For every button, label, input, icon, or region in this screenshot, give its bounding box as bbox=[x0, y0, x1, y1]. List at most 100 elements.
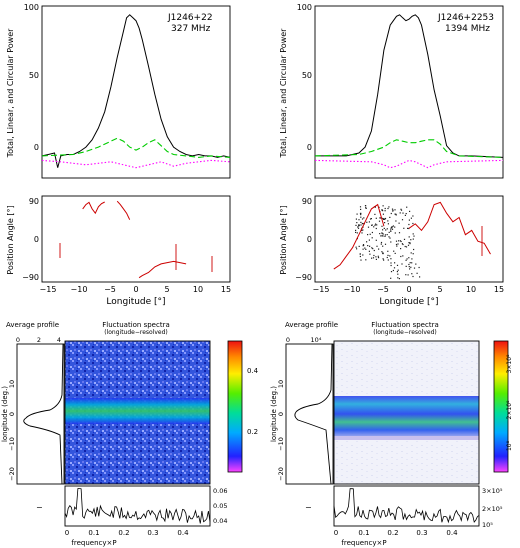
pa-swing-line bbox=[138, 260, 187, 279]
pa-point bbox=[372, 257, 375, 259]
pa-point bbox=[390, 227, 392, 229]
pa-point bbox=[373, 254, 375, 257]
pa-point bbox=[393, 267, 396, 269]
pa-point bbox=[377, 255, 379, 257]
lrfs-ytick-left: 0 bbox=[8, 412, 16, 416]
pa-point bbox=[367, 226, 370, 228]
pa-point bbox=[412, 222, 414, 225]
lrfs-xtick-left: 0.1 bbox=[88, 529, 99, 537]
pa-point bbox=[387, 220, 389, 222]
pa-point bbox=[360, 208, 362, 210]
profile-freq-right: 1394 MHz bbox=[445, 24, 490, 34]
pa-point bbox=[366, 241, 368, 243]
lrfs-ytick-right: 10 bbox=[277, 380, 285, 388]
pa-point bbox=[361, 218, 364, 220]
pa-point bbox=[390, 271, 393, 273]
pa-point bbox=[384, 234, 386, 236]
pa-point bbox=[355, 246, 357, 248]
avg-profile-title-right: Average profile bbox=[285, 321, 338, 329]
pa-point bbox=[397, 243, 399, 245]
pa-point bbox=[388, 231, 390, 233]
pa-point bbox=[392, 269, 394, 272]
pa-point bbox=[410, 266, 412, 268]
avg-profile-frame-left bbox=[16, 343, 65, 485]
pa-point bbox=[364, 247, 366, 249]
pa-point bbox=[392, 225, 394, 227]
pa-point bbox=[408, 223, 410, 226]
pa-point bbox=[381, 251, 383, 253]
profile-ylabel-left: Total, Linear, and Circular Power bbox=[6, 28, 15, 159]
pa-point bbox=[368, 239, 370, 241]
avg-profile-curve-right bbox=[294, 343, 333, 485]
pa-panel-right: Position Angle [°] 90 0 −90 −15 −10 −5 0… bbox=[279, 195, 504, 307]
pa-point bbox=[390, 230, 392, 232]
pa-point bbox=[365, 259, 367, 261]
lrfs-band-left bbox=[65, 398, 210, 424]
pa-point bbox=[401, 263, 403, 265]
lrfs-xlabel-left: frequency×P bbox=[71, 539, 116, 547]
avg-profile-tick-left: 2 bbox=[37, 336, 41, 344]
pa-point bbox=[397, 269, 399, 271]
pa-point bbox=[386, 256, 388, 259]
pa-point bbox=[394, 232, 396, 234]
lrfs-ytick-right: −10 bbox=[277, 437, 285, 451]
pa-point bbox=[378, 248, 380, 250]
pa-point bbox=[385, 229, 387, 231]
pa-point bbox=[369, 233, 371, 235]
pa-point bbox=[374, 206, 376, 208]
pa-point bbox=[365, 207, 367, 209]
pa-swing-line bbox=[116, 200, 131, 220]
pa-point bbox=[381, 217, 383, 219]
pa-point bbox=[355, 231, 357, 233]
lrfs-xtick-right: 0.4 bbox=[446, 529, 458, 537]
lrfs-xtick-left: 0.4 bbox=[177, 529, 189, 537]
colorbar-tick-right: 10⁸ bbox=[506, 440, 513, 451]
pa-point bbox=[355, 229, 357, 231]
profile-ytick-right: 0 bbox=[307, 143, 312, 152]
pa-point bbox=[405, 259, 407, 261]
avg-profile-tick-right: 0 bbox=[286, 336, 290, 344]
pa-point bbox=[405, 274, 407, 276]
profile-title-right: J1246+2253 bbox=[437, 13, 494, 23]
lrfs-frame-left bbox=[64, 340, 211, 485]
pa-point bbox=[359, 253, 361, 255]
pa-point bbox=[395, 243, 398, 246]
pa-point bbox=[382, 205, 384, 207]
lrfs-title-left: Fluctuation spectra bbox=[102, 321, 170, 329]
pa-xtick-right: 10 bbox=[466, 285, 476, 294]
pa-point bbox=[408, 257, 410, 259]
pa-point bbox=[400, 209, 403, 211]
pa-point bbox=[410, 239, 412, 241]
pa-point bbox=[379, 217, 381, 219]
pa-ytick-right: 90 bbox=[302, 197, 312, 206]
pa-swing-line bbox=[82, 201, 105, 215]
pa-swing-line bbox=[333, 203, 385, 270]
pa-point bbox=[384, 222, 386, 224]
lrfs-xtick-left: 0.2 bbox=[118, 529, 129, 537]
pa-point bbox=[409, 243, 411, 245]
colorbar-right bbox=[493, 340, 509, 473]
pa-point bbox=[375, 217, 377, 219]
pa-point bbox=[394, 209, 396, 211]
pa-point bbox=[396, 264, 399, 266]
pa-point bbox=[357, 227, 360, 229]
avg-profile-title-left: Average profile bbox=[6, 321, 59, 329]
pa-point bbox=[361, 223, 363, 225]
pa-point bbox=[381, 235, 383, 237]
pa-point bbox=[418, 266, 420, 269]
pa-point bbox=[410, 217, 412, 219]
pa-frame-left bbox=[41, 195, 231, 283]
pa-point bbox=[387, 259, 389, 261]
pa-point bbox=[377, 257, 380, 259]
pa-point bbox=[390, 241, 392, 243]
lrfs-ytick-left: −20 bbox=[8, 467, 16, 481]
pa-point bbox=[396, 271, 398, 273]
pa-xtick-right: −5 bbox=[377, 285, 389, 294]
pa-point bbox=[382, 235, 384, 237]
pa-point bbox=[387, 223, 389, 225]
pa-point bbox=[391, 226, 393, 228]
pa-point bbox=[390, 264, 392, 267]
pa-point bbox=[369, 218, 372, 220]
pa-point bbox=[387, 250, 389, 252]
pa-point bbox=[412, 275, 414, 278]
